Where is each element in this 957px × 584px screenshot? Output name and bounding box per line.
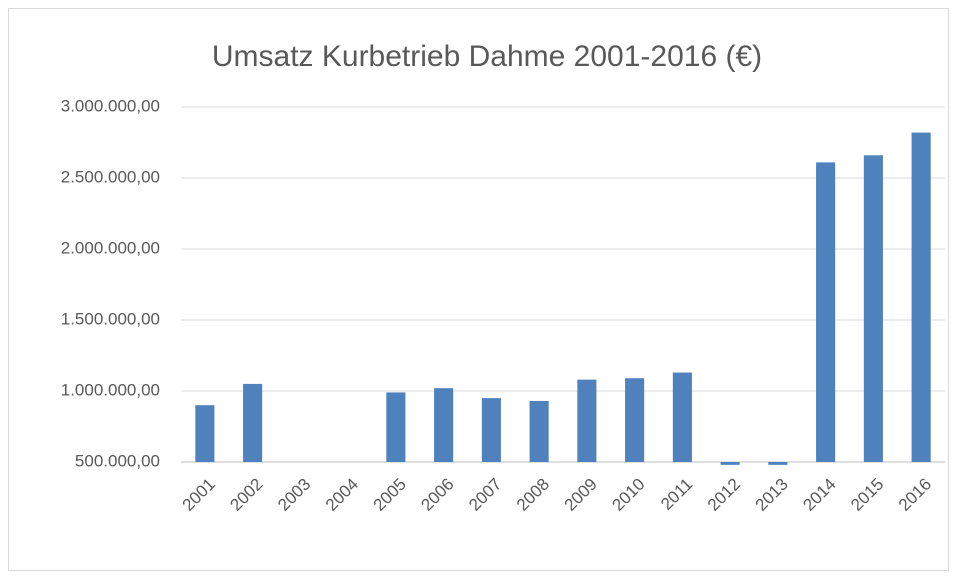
bar [816, 162, 836, 462]
y-tick-label: 500.000,00 [75, 451, 160, 470]
bar [243, 383, 263, 462]
bar [195, 405, 215, 462]
chart-title: Umsatz Kurbetrieb Dahme 2001-2016 (€) [212, 40, 762, 73]
bar [529, 400, 549, 462]
y-tick-label: 3.000.000,00 [61, 96, 160, 115]
bar [911, 132, 931, 462]
bar [577, 379, 597, 462]
y-tick-label: 2.500.000,00 [61, 167, 160, 186]
bar [720, 462, 740, 465]
bar [768, 462, 788, 465]
chart-border [8, 8, 949, 571]
y-tick-label: 1.000.000,00 [61, 380, 160, 399]
bar [672, 372, 692, 462]
y-tick-label: 1.500.000,00 [61, 309, 160, 328]
y-tick-label: 2.000.000,00 [61, 238, 160, 257]
bar [625, 378, 645, 462]
bar [434, 388, 454, 462]
bar [386, 392, 406, 462]
bar [863, 155, 883, 462]
bar [481, 398, 501, 462]
